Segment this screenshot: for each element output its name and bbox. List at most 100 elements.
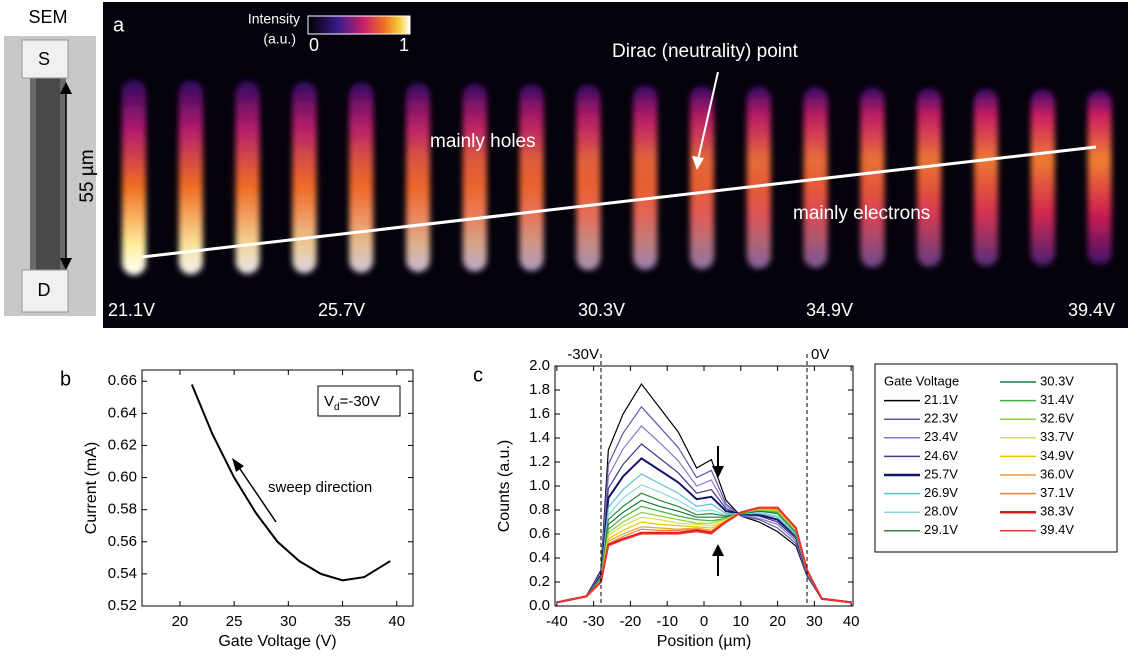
sem-channel bbox=[36, 60, 60, 280]
stripe bbox=[1087, 90, 1112, 265]
x-tick-label: 0 bbox=[700, 613, 708, 630]
stripe bbox=[576, 84, 601, 271]
panel-label: b bbox=[60, 368, 71, 390]
data-line bbox=[556, 425, 852, 603]
voltage-label: 30.3V bbox=[578, 300, 625, 320]
emission-image bbox=[103, 2, 1128, 328]
legend-label: 24.6V bbox=[924, 448, 958, 463]
annotation-text: Vd=-30V bbox=[324, 393, 380, 413]
sem-contact bbox=[21, 39, 69, 79]
y-tick-label: 0.60 bbox=[108, 469, 137, 486]
legend-label: 29.1V bbox=[924, 522, 958, 537]
y-tick-label: 1.0 bbox=[529, 477, 550, 494]
stripe bbox=[406, 82, 430, 273]
length-label: 55 µm bbox=[77, 149, 98, 202]
stripe bbox=[292, 81, 317, 274]
marker-label: 0V bbox=[811, 346, 829, 363]
sem-panel: SEM S D 55 µm bbox=[4, 7, 98, 316]
voltage-label: 21.1V bbox=[108, 300, 155, 320]
data-line bbox=[190, 384, 391, 582]
legend-label: 36.0V bbox=[1040, 466, 1074, 481]
dirac-arrowhead bbox=[692, 156, 704, 170]
y-tick-label: 1.4 bbox=[529, 429, 550, 446]
y-tick-label: 1.6 bbox=[529, 405, 550, 422]
plot-frame bbox=[141, 369, 414, 607]
y-tick-label: 0.66 bbox=[108, 372, 137, 389]
voltage-label: 25.7V bbox=[318, 300, 365, 320]
y-tick-label: 0.52 bbox=[108, 597, 137, 614]
x-tick-label: 20 bbox=[172, 613, 189, 630]
sem-title: SEM bbox=[28, 7, 67, 27]
x-tick-label: 10 bbox=[732, 613, 749, 630]
dirac-arrow bbox=[697, 71, 719, 161]
y-tick-label: 0.62 bbox=[108, 436, 137, 453]
sweep-arrowhead bbox=[232, 458, 244, 472]
stripe bbox=[746, 86, 771, 269]
legend-label: 30.3V bbox=[1040, 373, 1074, 388]
stripes bbox=[122, 80, 1112, 275]
stripe bbox=[974, 88, 998, 267]
plot-frame bbox=[554, 365, 854, 607]
annotation-rest: =-30V bbox=[340, 393, 380, 410]
x-tick-label: 35 bbox=[334, 613, 351, 630]
stripe bbox=[860, 87, 885, 268]
legend-label: 33.7V bbox=[1040, 429, 1074, 444]
x-tick-label: -20 bbox=[620, 613, 642, 630]
legend-title: Gate Voltage bbox=[884, 373, 959, 388]
stripe bbox=[349, 82, 374, 273]
y-tick-label: 1.2 bbox=[529, 453, 550, 470]
annotation-box bbox=[317, 385, 401, 417]
drain-label: D bbox=[38, 280, 51, 300]
legend-label: 23.4V bbox=[924, 429, 958, 444]
x-tick-label: -10 bbox=[656, 613, 678, 630]
colorbar bbox=[307, 15, 411, 35]
electrons-label: mainly electrons bbox=[793, 203, 930, 224]
sweep-arrow bbox=[237, 465, 277, 523]
x-tick-label: 40 bbox=[843, 613, 860, 630]
x-tick-label: 30 bbox=[806, 613, 823, 630]
y-tick-label: 0.4 bbox=[529, 549, 550, 566]
annotation-sub: d bbox=[334, 402, 340, 413]
y-tick-label: 0.64 bbox=[108, 404, 137, 421]
legend-box bbox=[874, 363, 1118, 553]
x-tick-label: 40 bbox=[388, 613, 405, 630]
legend-label: 38.3V bbox=[1040, 504, 1074, 519]
legend-label: 28.0V bbox=[924, 504, 958, 519]
stripe bbox=[122, 80, 146, 275]
x-tick-label: -40 bbox=[546, 613, 568, 630]
dirac-label: Dirac (neutrality) point bbox=[612, 41, 799, 62]
legend-label: 22.3V bbox=[924, 411, 958, 426]
panel-label: c bbox=[473, 364, 483, 386]
voltage-label: 34.9V bbox=[806, 300, 853, 320]
x-tick-label: 25 bbox=[226, 613, 243, 630]
colorbar-min: 0 bbox=[309, 35, 319, 55]
source-label: S bbox=[38, 49, 50, 69]
y-tick-label: 2.0 bbox=[529, 357, 550, 374]
holes-label: mainly holes bbox=[430, 131, 536, 152]
y-tick-label: 0.6 bbox=[529, 525, 550, 542]
y-tick-label: 0.54 bbox=[108, 565, 137, 582]
annotation-main: V bbox=[324, 393, 334, 410]
x-tick-label: 30 bbox=[280, 613, 297, 630]
y-tick-label: 0.0 bbox=[529, 597, 550, 614]
legend-label: 21.1V bbox=[924, 392, 958, 407]
data-line bbox=[556, 405, 852, 603]
y-tick-label: 1.8 bbox=[529, 381, 550, 398]
x-tick-label: 20 bbox=[769, 613, 786, 630]
legend-label: 32.6V bbox=[1040, 411, 1074, 426]
legend-label: 37.1V bbox=[1040, 485, 1074, 500]
x-axis-label: Gate Voltage (V) bbox=[218, 633, 336, 650]
colorbar-unit: (a.u.) bbox=[263, 31, 296, 47]
x-axis-label: Position (µm) bbox=[657, 633, 752, 650]
dirac-line bbox=[141, 145, 1097, 259]
colorbar-title: Intensity bbox=[248, 11, 300, 27]
y-axis-label: Counts (a.u.) bbox=[496, 440, 513, 532]
panel-label: a bbox=[113, 14, 125, 36]
stripe bbox=[690, 85, 714, 270]
legend-label: 31.4V bbox=[1040, 392, 1074, 407]
stripe bbox=[1030, 89, 1055, 266]
stripe bbox=[803, 87, 828, 268]
x-tick-label: -30 bbox=[583, 613, 605, 630]
stripe bbox=[519, 84, 544, 271]
